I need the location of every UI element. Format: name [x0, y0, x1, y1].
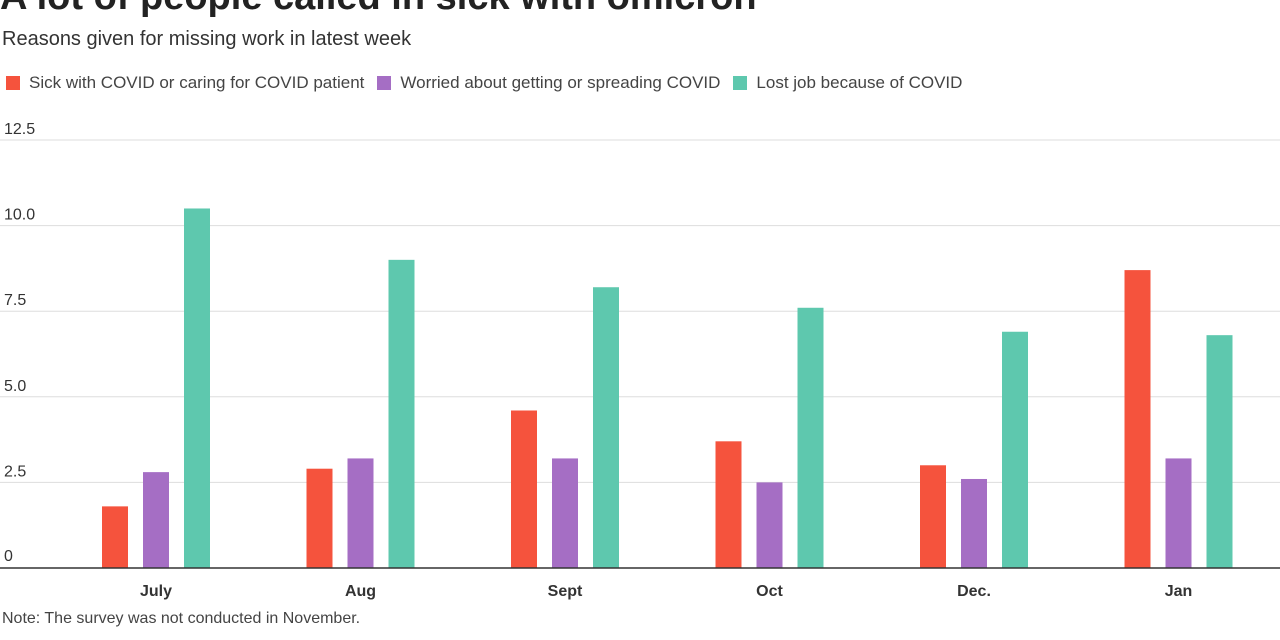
y-tick-label: 12.5 — [4, 121, 35, 138]
x-tick-label: Oct — [756, 583, 783, 600]
y-tick-label: 5.0 — [4, 378, 26, 395]
x-tick-label: Jan — [1165, 583, 1193, 600]
bar-sick — [306, 468, 333, 568]
bar-worried — [347, 458, 374, 568]
legend-item-worried: Worried about getting or spreading COVID — [377, 73, 720, 93]
legend-item-lost-job: Lost job because of COVID — [733, 73, 962, 93]
bar-lost-job — [797, 307, 824, 568]
bar-sick — [715, 441, 742, 568]
y-tick-label: 0 — [4, 548, 13, 565]
bar-lost-job — [593, 287, 619, 568]
legend-swatch-worried — [377, 76, 392, 90]
legend-label-lost-job: Lost job because of COVID — [756, 73, 963, 92]
bar-sick — [1124, 270, 1151, 568]
y-tick-label: 7.5 — [4, 292, 26, 309]
legend-swatch-sick — [6, 76, 20, 90]
bar-worried — [552, 458, 578, 568]
bar-worried — [961, 478, 987, 568]
legend-item-sick: Sick with COVID or caring for COVID pati… — [6, 73, 364, 93]
legend-label-sick: Sick with COVID or caring for COVID pati… — [29, 73, 365, 92]
x-tick-label: July — [140, 583, 172, 600]
bar-lost-job — [388, 259, 415, 568]
bar-sick — [920, 465, 946, 568]
bar-sick — [102, 506, 128, 568]
y-tick-label: 2.5 — [4, 463, 26, 480]
chart-subtitle: Reasons given for missing work in latest… — [2, 28, 412, 50]
bar-worried — [756, 482, 783, 568]
y-tick-label: 10.0 — [4, 207, 35, 224]
chart-title: A lot of people called in sick with omic… — [0, 0, 757, 19]
bar-lost-job — [1206, 335, 1233, 568]
bar-worried — [143, 472, 169, 568]
legend-label-worried: Worried about getting or spreading COVID — [400, 73, 721, 92]
x-tick-label: Sept — [548, 583, 583, 600]
chart-note: Note: The survey was not conducted in No… — [2, 610, 361, 627]
legend-swatch-lost-job — [733, 76, 748, 90]
chart-legend: Sick with COVID or caring for COVID pati… — [6, 73, 975, 93]
x-tick-label: Dec. — [957, 583, 991, 600]
bar-worried — [1165, 458, 1192, 568]
bar-lost-job — [184, 208, 210, 569]
x-tick-label: Aug — [345, 583, 376, 600]
bar-sick — [511, 410, 537, 568]
bar-lost-job — [1002, 331, 1028, 568]
